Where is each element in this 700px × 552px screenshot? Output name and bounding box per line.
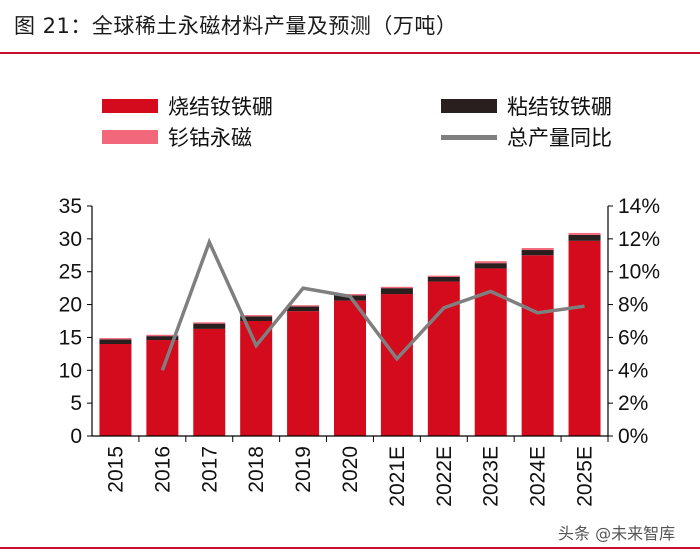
legend-swatch-yoy xyxy=(441,134,497,140)
bar-bonded-2024E xyxy=(521,250,554,256)
y-left-tick-label: 35 xyxy=(59,195,82,218)
bar-smco-2017 xyxy=(193,322,226,324)
legend-sintered: 烧结钕铁硼 xyxy=(102,91,273,121)
bar-smco-2019 xyxy=(287,305,320,307)
y-right-tick-label: 2% xyxy=(618,392,648,415)
y-left-tick-label: 10 xyxy=(59,359,82,382)
bar-bonded-2021E xyxy=(380,288,413,295)
bar-bonded-2017 xyxy=(193,323,226,329)
y-right-tick-label: 14% xyxy=(618,195,660,218)
legend-label-smco: 钐钴永磁 xyxy=(168,126,252,150)
y-left-tick-label: 20 xyxy=(59,294,82,317)
bar-sintered-2016 xyxy=(146,340,179,436)
legend-swatch-sintered xyxy=(102,99,158,113)
bar-bonded-2018 xyxy=(240,316,273,321)
y-right-tick-label: 8% xyxy=(618,294,648,317)
y-right-tick-label: 4% xyxy=(618,359,648,382)
y-left-tick-label: 0 xyxy=(70,425,82,448)
bar-smco-2022E xyxy=(427,275,460,277)
legend-label-sintered: 烧结钕铁硼 xyxy=(168,95,273,119)
y-right-tick-label: 12% xyxy=(618,228,660,251)
legend-yoy: 总产量同比 xyxy=(441,122,612,152)
bar-sintered-2015 xyxy=(99,344,132,436)
y-right-tick-label: 6% xyxy=(618,326,648,349)
bar-bonded-2019 xyxy=(287,306,320,312)
bar-bonded-2025E xyxy=(568,234,601,241)
x-tick-label-2019: 2019 xyxy=(292,446,315,493)
x-tick-label-2021E: 2021E xyxy=(386,446,409,507)
bar-smco-2016 xyxy=(146,334,179,337)
bar-smco-2021E xyxy=(380,286,413,289)
y-left-tick-label: 25 xyxy=(59,261,82,284)
bar-sintered-2018 xyxy=(240,321,273,436)
y-right-tick-label: 0% xyxy=(618,425,648,448)
x-tick-label-2017: 2017 xyxy=(198,446,221,493)
x-tick-label-2024E: 2024E xyxy=(527,446,550,507)
legend-label-yoy: 总产量同比 xyxy=(507,126,612,150)
bar-bonded-2023E xyxy=(474,263,507,269)
yoy-line xyxy=(160,237,585,371)
bar-sintered-2020 xyxy=(334,300,366,436)
legend-label-bonded: 粘结钕铁硼 xyxy=(507,95,612,119)
legend-smco: 钐钴永磁 xyxy=(102,122,252,152)
bar-bonded-2016 xyxy=(146,336,179,341)
x-tick-label-2016: 2016 xyxy=(151,446,174,493)
x-tick-label-2015: 2015 xyxy=(104,446,127,493)
bar-smco-2018 xyxy=(240,315,273,317)
y-left-tick-label: 15 xyxy=(59,326,82,349)
chart-title: 图 21：全球稀土永磁材料产量及预测（万吨） xyxy=(14,14,458,38)
legend-bonded: 粘结钕铁硼 xyxy=(441,91,612,121)
bar-bonded-2015 xyxy=(99,339,132,344)
bar-bonded-2022E xyxy=(427,276,460,282)
bar-smco-2025E xyxy=(568,232,601,235)
bar-sintered-2021E xyxy=(380,294,413,436)
legend-swatch-bonded xyxy=(441,99,497,113)
y-left-tick-label: 30 xyxy=(59,228,82,251)
x-tick-label-2018: 2018 xyxy=(245,446,268,493)
bar-sintered-2024E xyxy=(521,255,554,436)
bar-sintered-2019 xyxy=(287,311,320,436)
y-left-tick-label: 5 xyxy=(70,392,82,415)
title-divider xyxy=(0,52,700,54)
bar-smco-2015 xyxy=(99,338,132,340)
x-tick-label-2025E: 2025E xyxy=(574,446,597,507)
bar-smco-2023E xyxy=(474,261,507,264)
bar-sintered-2017 xyxy=(193,328,226,436)
footer-divider xyxy=(0,547,700,549)
x-tick-label-2023E: 2023E xyxy=(480,446,503,507)
bar-sintered-2025E xyxy=(568,240,601,436)
x-tick-label-2020: 2020 xyxy=(339,446,362,493)
bar-smco-2024E xyxy=(521,248,554,251)
legend-swatch-smco xyxy=(102,130,158,144)
y-right-tick-label: 10% xyxy=(618,261,660,284)
x-tick-label-2022E: 2022E xyxy=(433,446,456,507)
watermark: 头条 @未来智库 xyxy=(558,524,676,543)
